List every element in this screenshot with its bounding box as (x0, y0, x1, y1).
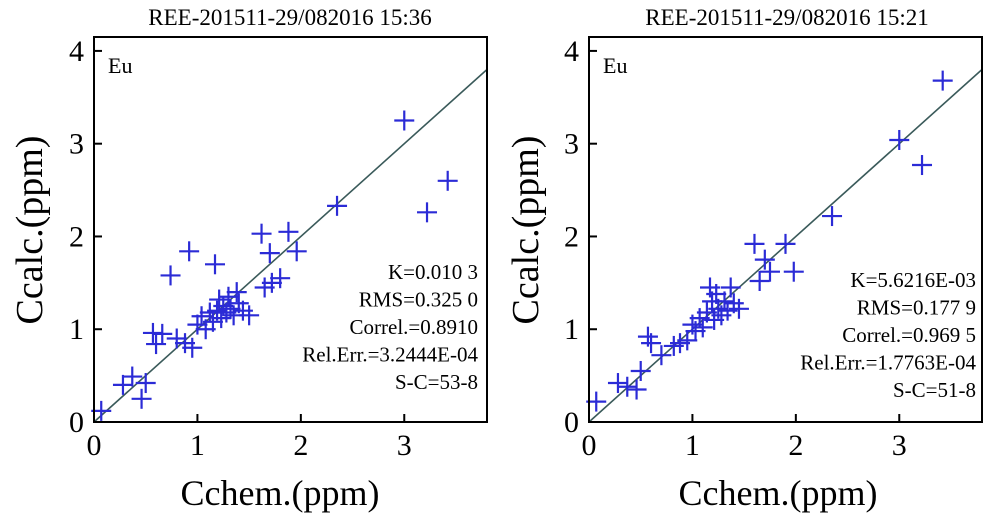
data-point (182, 337, 203, 358)
data-point (692, 317, 713, 338)
y-tick-label: 0 (69, 406, 84, 439)
data-point (205, 254, 226, 275)
element-label: Eu (603, 53, 627, 78)
data-point (286, 241, 307, 262)
data-point (749, 270, 770, 291)
data-point (607, 373, 628, 394)
data-point (822, 206, 843, 227)
x-tick-label: 3 (892, 429, 907, 462)
data-point (754, 249, 775, 270)
data-point (720, 277, 741, 298)
y-axis-title: Ccalc.(ppm) (505, 136, 547, 325)
data-point (166, 328, 187, 349)
y-axis-title: Ccalc.(ppm) (9, 136, 51, 325)
data-point (327, 195, 348, 216)
x-tick-label: 1 (685, 429, 700, 462)
data-point (437, 170, 458, 191)
chart-title: REE-201511-29/082016 15:21 (645, 5, 928, 30)
plot-frame (588, 36, 983, 423)
y-tick-label: 1 (69, 313, 84, 346)
y-tick-label: 2 (564, 220, 579, 253)
y-tick-label: 3 (69, 128, 84, 161)
element-label: Eu (108, 53, 132, 78)
y-tick-label: 4 (564, 35, 579, 68)
data-point (122, 366, 143, 387)
data-point (417, 202, 438, 223)
data-point (202, 311, 223, 332)
y-tick-label: 4 (69, 35, 84, 68)
y-tick-label: 0 (564, 406, 579, 439)
data-point (723, 293, 744, 314)
data-point (626, 379, 647, 400)
chart-title: REE-201511-29/082016 15:36 (148, 5, 431, 30)
chart-panel-right: REE-201511-29/082016 15:21 0 1 2 3 0 1 2 3 4 Cchem… (505, 5, 983, 513)
data-point (932, 70, 953, 91)
data-point (651, 345, 672, 366)
stat-line: K=5.6216E-03 (850, 268, 976, 292)
stat-line: S-C=51-8 (893, 378, 976, 402)
data-point (744, 233, 765, 254)
data-point (187, 314, 208, 335)
data-point (218, 286, 239, 307)
data-point (239, 305, 260, 326)
data-point (251, 223, 272, 244)
x-tick-label: 0 (582, 429, 597, 462)
data-point (783, 261, 804, 282)
data-point (179, 241, 200, 262)
data-point (278, 221, 299, 242)
x-tick-label: 0 (87, 429, 102, 462)
stat-line: Rel.Err.=3.2444E-04 (302, 343, 478, 367)
data-point (394, 110, 415, 131)
data-point (261, 272, 282, 293)
data-point (146, 334, 167, 355)
x-axis-title: Cchem.(ppm) (679, 473, 878, 513)
data-point (259, 243, 280, 264)
data-point (728, 298, 749, 319)
fit-line (93, 68, 488, 423)
plot-frame (93, 36, 488, 423)
stat-line: RMS=0.325 0 (359, 288, 478, 312)
data-point (775, 233, 796, 254)
stat-line: K=0.010 3 (388, 260, 478, 284)
data-point (152, 323, 173, 344)
stat-line: Correl.=0.969 5 (842, 323, 976, 347)
stat-line: Rel.Err.=1.7763E-04 (800, 351, 976, 375)
chart-panel-left: REE-201511-29/082016 15:36 0 1 2 3 0 1 2 3 4 Cchem… (9, 5, 488, 513)
y-tick-label: 2 (69, 220, 84, 253)
data-point (226, 282, 247, 303)
data-point (714, 291, 735, 312)
data-point (630, 360, 651, 381)
data-point (131, 388, 152, 409)
stat-line: Correl.=0.8910 (350, 315, 479, 339)
x-tick-label: 1 (190, 429, 205, 462)
stat-line: RMS=0.177 9 (857, 296, 976, 320)
data-point (211, 308, 232, 329)
x-axis-title: Cchem.(ppm) (181, 473, 380, 513)
y-tick-label: 1 (564, 313, 579, 346)
data-point (912, 155, 933, 176)
data-point (889, 129, 910, 150)
data-point (677, 330, 698, 351)
data-point (617, 376, 638, 397)
data-point (641, 333, 662, 354)
stat-line: S-C=53-8 (395, 370, 478, 394)
data-point (270, 268, 291, 289)
y-tick-label: 3 (564, 128, 579, 161)
data-point (135, 373, 156, 394)
data-point (191, 306, 212, 327)
x-tick-label: 2 (293, 429, 308, 462)
data-point (160, 265, 181, 286)
data-point (759, 261, 780, 282)
x-tick-label: 3 (397, 429, 412, 462)
data-point (112, 374, 133, 395)
x-tick-label: 2 (788, 429, 803, 462)
